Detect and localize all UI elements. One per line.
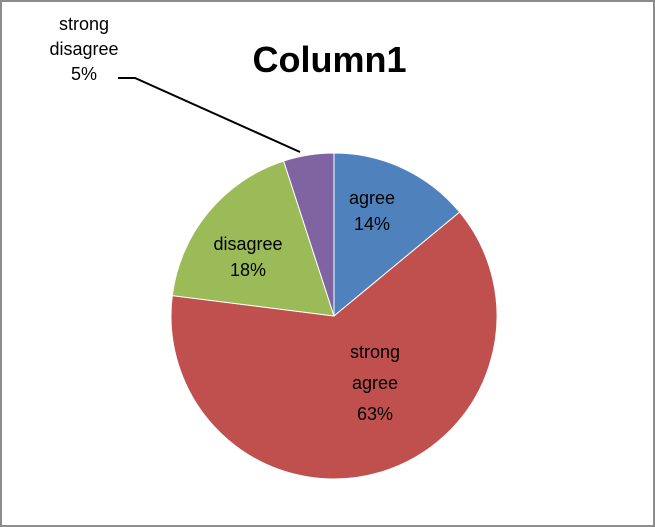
pie-slice-agree: [333, 152, 461, 318]
slice-labels: agree 14% strong agree 63% disagree 18% strong d…: [49, 14, 400, 424]
slice-label-disagree-line-2: 18%: [230, 260, 266, 280]
pie-slice-strong-disagree: [282, 152, 335, 317]
slice-label-agree-line-2: 14%: [354, 214, 390, 234]
leader-lines: [118, 77, 301, 153]
slice-label-strong-agree-line-1: strong: [350, 342, 400, 362]
pie-slice-strong-agree: [170, 211, 498, 480]
chart-title: Column1: [252, 39, 407, 80]
pie-slice-disagree: [171, 160, 335, 317]
leader-line-strong-disagree: [118, 77, 301, 153]
slice-label-strong-disagree-line-1: strong: [59, 14, 109, 34]
slice-label-disagree-line-1: disagree: [213, 234, 282, 254]
slice-label-strong-agree-line-2: agree: [352, 373, 398, 393]
pie-slices: [170, 152, 498, 480]
slice-label-strong-agree-line-3: 63%: [357, 404, 393, 424]
slice-label-strong-disagree-line-3: 5%: [71, 64, 97, 84]
slice-label-strong-disagree-line-2: disagree: [49, 39, 118, 59]
slice-label-agree-line-1: agree: [349, 188, 395, 208]
